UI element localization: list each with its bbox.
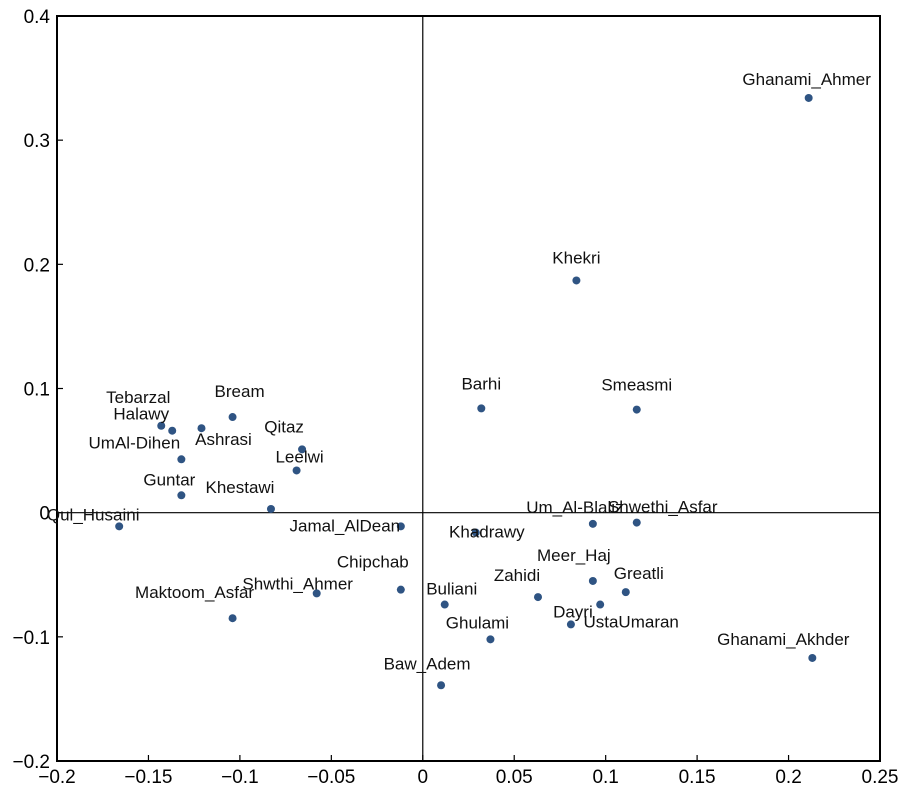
data-point [396,585,405,594]
data-point [440,600,449,609]
point-label: UmAl-Dihen [89,433,181,452]
x-tick-label: −0.15 [124,767,172,788]
point-label: Baw_Adem [384,654,471,673]
point-label: Qul_Husaini [47,505,140,524]
point-label: Dayri [553,602,593,621]
data-point [292,466,301,475]
point-label: Ghanami_Ahmer [742,70,871,89]
point-label: Um_Al-Blaliz [526,498,623,517]
point-label: Khekri [552,248,600,267]
point-label: Khestawi [205,478,274,497]
data-point [596,600,605,609]
x-tick-label: 0.15 [679,767,716,788]
data-point [566,620,575,629]
point-label: Qitaz [264,417,304,436]
point-label: Leelwi [275,447,323,466]
data-point [477,404,486,413]
y-tick-label: 0.3 [24,131,50,152]
y-tick-label: 0.1 [24,380,50,401]
data-point [177,491,186,500]
data-point [588,576,597,585]
point-label: Tebarzal [106,388,170,407]
x-tick-label: −0.05 [307,767,355,788]
data-points [115,93,817,690]
x-tick-label: 0.1 [592,767,618,788]
point-label: Greatli [614,564,664,583]
data-point [621,588,630,597]
point-labels: Ghanami_Ahmer Khekri Barhi Smeasmi TebarzalH… [47,70,871,673]
data-point [471,528,480,537]
point-label: Chipchab [337,553,409,572]
data-point [168,426,177,435]
plot-area [56,15,881,762]
data-point [197,424,206,433]
axis-ticks [56,15,881,762]
point-label: UstaUmaran [583,613,678,632]
x-tick-label: 0 [417,767,428,788]
data-point [437,681,446,690]
data-point [804,93,813,102]
point-label: Buliani [426,580,477,599]
data-point [312,589,321,598]
data-point [486,635,495,644]
point-label: Jamal_AlDean [290,516,401,535]
data-point [632,518,641,527]
x-tick-label: −0.2 [38,767,76,788]
point-label: Maktoom_Asfar [135,583,254,602]
data-point [177,455,186,464]
data-point [298,445,307,454]
data-point [228,614,237,623]
x-tick-label: 0.2 [775,767,801,788]
point-label: Ghanami_Akhder [717,630,850,649]
point-label: Shwthi_Ahmer [242,574,353,593]
y-tick-label: 0.4 [24,7,51,28]
point-label: Bream [215,382,265,401]
point-label: Halawy [113,405,169,424]
x-tick-label: 0.05 [496,767,533,788]
data-point [266,504,275,513]
y-tick-label: −0.2 [12,752,50,773]
y-tick-label: −0.1 [12,628,50,649]
data-point [632,405,641,414]
data-point [396,522,405,531]
data-point [157,421,166,430]
data-point [115,522,124,531]
point-label: Khadrawy [449,523,525,542]
point-label: Barhi [461,374,501,393]
point-label: Smeasmi [601,376,672,395]
point-label: Meer_Haj [537,546,611,565]
x-tick-label: −0.1 [221,767,259,788]
data-point [533,593,542,602]
point-label: Zahidi [494,566,540,585]
data-point [228,413,237,422]
point-label: Ashrasi [195,430,252,449]
data-point [588,519,597,528]
y-tick-label: 0.2 [24,255,50,276]
x-tick-label: 0.25 [862,767,899,788]
point-label: Shwethi_Asfar [608,498,718,517]
data-point [572,276,581,285]
axis-tick-labels: −0.2 −0.15 −0.1 −0.05 0 0.05 0.1 0.15 0.2 0.25 −0.… [12,7,898,788]
data-point [808,653,817,662]
y-tick-label: 0 [39,504,50,525]
point-label: Guntar [143,470,195,489]
point-label: Ghulami [446,613,509,632]
